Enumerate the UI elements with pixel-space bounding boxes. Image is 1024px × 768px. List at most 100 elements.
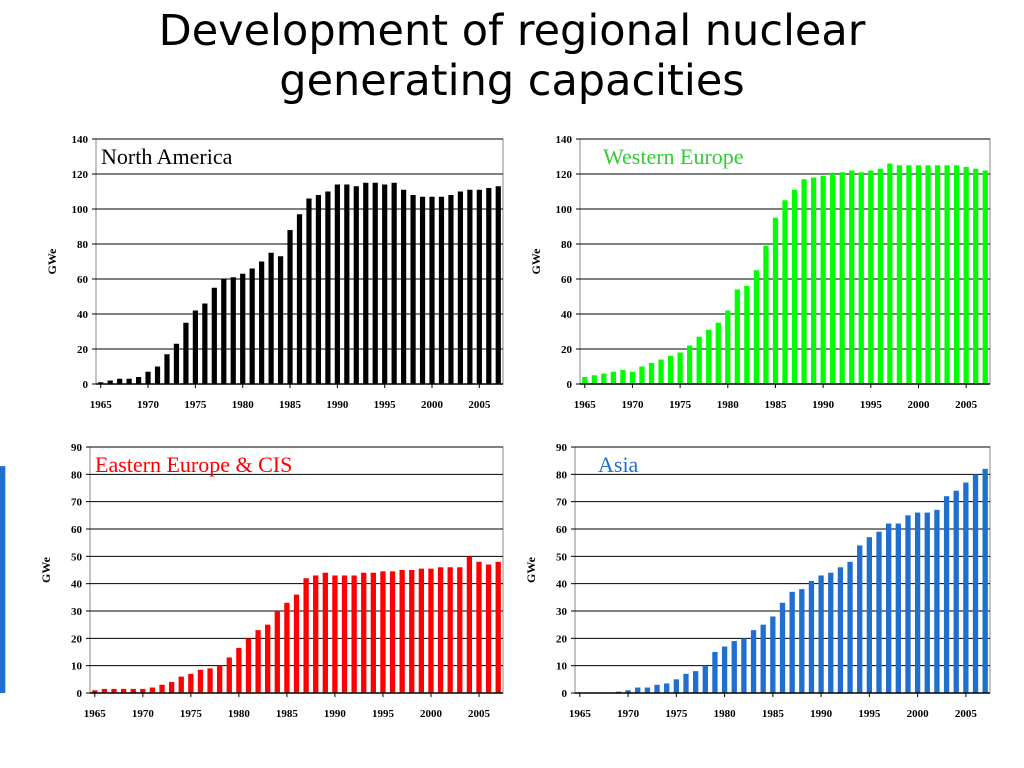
bar-1981 xyxy=(249,268,255,384)
bar-1966 xyxy=(591,375,597,384)
x-tick-label: 1975 xyxy=(184,399,207,411)
bar-2007 xyxy=(495,561,501,693)
bar-1998 xyxy=(896,165,903,384)
bar-1988 xyxy=(801,179,807,384)
bar-2004 xyxy=(466,556,473,693)
bar-1969 xyxy=(620,370,626,384)
bar-1978 xyxy=(702,665,708,693)
bar-1982 xyxy=(259,261,265,384)
bar-2005 xyxy=(476,189,482,384)
x-tick-label: 2000 xyxy=(421,399,444,411)
page-title: Development of regional nuclear generati… xyxy=(0,0,1024,106)
bar-1986 xyxy=(782,200,788,384)
bar-1999 xyxy=(418,568,425,693)
bar-1986 xyxy=(779,602,786,693)
bar-1968 xyxy=(610,371,616,384)
y-tick-label: 120 xyxy=(72,169,89,181)
bar-1984 xyxy=(277,256,284,384)
bar-1987 xyxy=(791,189,798,384)
bar-1999 xyxy=(419,196,426,384)
bar-1997 xyxy=(401,189,407,384)
bar-2006 xyxy=(486,188,492,384)
bar-1980 xyxy=(721,646,728,693)
y-tick-label: 100 xyxy=(72,204,89,216)
y-tick-label: 30 xyxy=(556,606,568,618)
bar-1967 xyxy=(117,378,123,384)
bar-1999 xyxy=(905,515,911,693)
bar-2007 xyxy=(982,170,988,384)
bar-1982 xyxy=(255,630,261,693)
x-tick-label: 2000 xyxy=(420,708,443,720)
title-line-1: Development of regional nuclear xyxy=(158,6,866,56)
chart-title: Eastern Europe & CIS xyxy=(95,452,292,477)
y-tick-label: 50 xyxy=(71,551,83,563)
bar-1986 xyxy=(296,214,303,384)
bar-1981 xyxy=(734,289,740,384)
x-tick-label: 1990 xyxy=(324,708,347,720)
bar-1974 xyxy=(667,356,674,384)
y-tick-label: 40 xyxy=(77,309,89,321)
x-tick-label: 1995 xyxy=(858,708,881,720)
bar-1990 xyxy=(334,184,340,384)
bar-1995 xyxy=(868,170,874,384)
y-tick-label: 100 xyxy=(556,204,573,216)
bar-2007 xyxy=(982,468,988,693)
bar-1971 xyxy=(154,366,161,384)
bar-1976 xyxy=(687,345,693,384)
bar-1971 xyxy=(635,687,641,693)
y-tick-label: 60 xyxy=(561,274,573,286)
y-tick-label: 30 xyxy=(71,606,83,618)
bar-1990 xyxy=(332,575,338,693)
bar-1980 xyxy=(240,273,246,384)
bar-2001 xyxy=(437,567,444,693)
bar-1976 xyxy=(197,669,204,693)
bar-2002 xyxy=(934,509,940,693)
bar-1991 xyxy=(344,184,350,384)
bar-1977 xyxy=(692,671,699,693)
x-tick-label: 1985 xyxy=(276,708,299,720)
bar-2003 xyxy=(943,496,950,693)
bar-1985 xyxy=(772,217,779,384)
bar-1989 xyxy=(325,191,331,384)
bar-1996 xyxy=(876,531,882,693)
bar-1982 xyxy=(741,638,747,693)
bar-1997 xyxy=(399,570,405,693)
y-axis-label: GWe xyxy=(529,248,543,275)
bar-2003 xyxy=(944,165,950,384)
bar-1970 xyxy=(140,688,146,693)
y-tick-label: 20 xyxy=(71,633,83,645)
bar-1975 xyxy=(677,352,683,384)
bar-1983 xyxy=(265,624,271,693)
x-tick-label: 1965 xyxy=(569,708,592,720)
x-tick-label: 1985 xyxy=(762,708,785,720)
y-tick-label: 20 xyxy=(561,344,573,356)
bar-1989 xyxy=(808,580,815,693)
x-tick-label: 1980 xyxy=(228,708,251,720)
x-tick-label: 2005 xyxy=(955,708,978,720)
bar-2006 xyxy=(973,168,979,384)
bar-2004 xyxy=(467,189,473,384)
bar-1987 xyxy=(303,578,309,693)
bar-1977 xyxy=(696,336,702,384)
y-tick-label: 60 xyxy=(71,524,83,536)
bar-1979 xyxy=(230,277,236,384)
y-tick-label: 90 xyxy=(556,442,568,454)
bar-1985 xyxy=(284,602,290,693)
bar-1995 xyxy=(382,184,388,384)
x-tick-label: 1990 xyxy=(326,399,349,411)
bar-1970 xyxy=(145,371,151,384)
y-tick-label: 140 xyxy=(72,134,89,146)
y-tick-label: 0 xyxy=(77,688,83,700)
bar-1989 xyxy=(810,177,817,384)
bar-1966 xyxy=(107,380,113,384)
x-tick-label: 1965 xyxy=(90,399,113,411)
chart-title: North America xyxy=(101,144,233,169)
bar-1969 xyxy=(130,688,136,693)
bar-1974 xyxy=(183,322,189,384)
bar-1996 xyxy=(391,182,397,384)
y-tick-label: 120 xyxy=(556,169,573,181)
bar-2000 xyxy=(915,165,922,384)
bar-2006 xyxy=(485,564,492,693)
chart-title: Asia xyxy=(598,452,639,477)
bar-1977 xyxy=(207,668,213,693)
